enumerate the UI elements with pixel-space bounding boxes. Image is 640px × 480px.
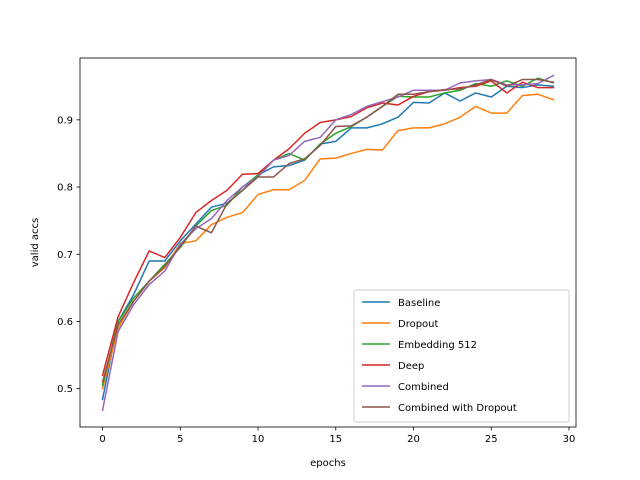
legend: Baseline Dropout Embedding 512 Deep Combined…: [353, 289, 570, 423]
legend-label: Combined with Dropout: [398, 403, 517, 414]
series-layer: [101, 74, 555, 412]
legend-label: Baseline: [398, 298, 440, 309]
legend-label: Deep: [398, 361, 424, 372]
x-tick-label: 20: [407, 434, 420, 445]
legend-label: Combined: [398, 382, 449, 393]
series-line-4: [101, 80, 555, 377]
x-tick-label: 30: [563, 434, 576, 445]
x-tick-label: 0: [99, 434, 105, 445]
legend-box: [353, 289, 570, 423]
series-line-1: [101, 84, 555, 401]
x-tick-label: 5: [177, 434, 183, 445]
x-tick-label: 10: [252, 434, 265, 445]
x-tick-label: 15: [329, 434, 342, 445]
legend-label: Embedding 512: [398, 340, 477, 351]
axes-frame: [79, 57, 577, 428]
series-line-6: [101, 78, 555, 383]
y-axis-label: valid accs: [30, 218, 41, 267]
y-tick-label: 0.5: [57, 384, 73, 395]
x-tick-label: 25: [485, 434, 498, 445]
x-axis-label: epochs: [310, 458, 346, 469]
y-tick-label: 0.8: [57, 183, 73, 194]
y-tick-label: 0.9: [57, 115, 73, 126]
y-tick-label: 0.6: [57, 317, 73, 328]
axes-layer: 0 5 10 15 20 25 30 0.5 0.6 0.7 0.8 0.9: [57, 57, 577, 445]
y-tick-label: 0.7: [57, 250, 73, 261]
legend-label: Dropout: [398, 319, 439, 330]
